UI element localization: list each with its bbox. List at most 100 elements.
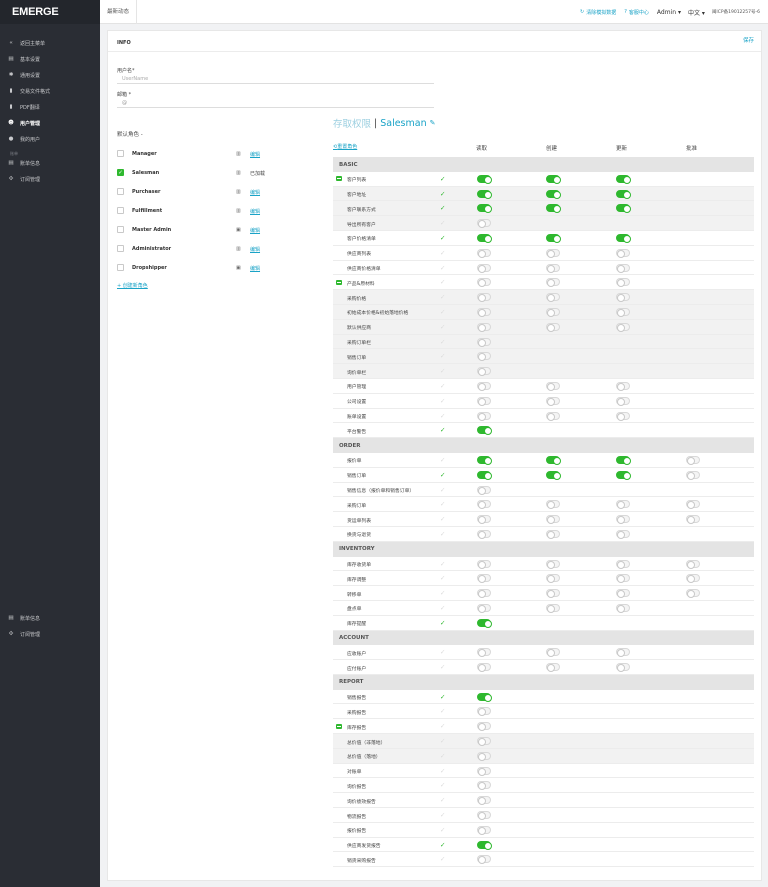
role-checkbox[interactable] <box>117 188 124 195</box>
save-button[interactable]: 保存 <box>742 38 754 44</box>
email-input[interactable]: @ <box>117 96 434 108</box>
sidebar-item[interactable]: ▮ PDF翻译 <box>0 99 100 115</box>
permission-toggle[interactable] <box>546 648 560 658</box>
permission-toggle[interactable] <box>546 589 560 599</box>
permission-toggle[interactable] <box>477 322 491 332</box>
language-dropdown[interactable]: 中文 ▾ <box>688 8 705 17</box>
permission-toggle[interactable] <box>616 396 630 406</box>
permission-toggle[interactable] <box>477 307 491 317</box>
sidebar-item[interactable]: ▤ 基本设置 <box>0 51 100 67</box>
permission-toggle[interactable] <box>616 603 630 613</box>
permission-toggle[interactable] <box>477 737 491 747</box>
permission-toggle[interactable] <box>477 396 491 406</box>
permission-toggle[interactable] <box>546 396 560 406</box>
permission-toggle[interactable] <box>477 559 491 569</box>
permission-toggle[interactable] <box>477 248 491 258</box>
reset-role-link[interactable]: ⟲重置角色 <box>333 143 357 150</box>
permission-toggle[interactable] <box>477 470 492 480</box>
permission-toggle[interactable] <box>686 589 700 599</box>
permission-toggle[interactable] <box>546 381 560 391</box>
permission-toggle[interactable] <box>477 381 491 391</box>
permission-toggle[interactable] <box>477 278 491 288</box>
permission-toggle[interactable] <box>686 455 700 465</box>
permission-toggle[interactable] <box>616 455 631 465</box>
permission-toggle[interactable] <box>477 204 492 214</box>
tab-latest-news[interactable]: 最新动态 <box>100 0 138 24</box>
permission-toggle[interactable] <box>477 189 492 199</box>
permission-toggle[interactable] <box>477 589 491 599</box>
permission-toggle[interactable] <box>616 515 630 525</box>
permission-toggle[interactable] <box>616 529 630 539</box>
permission-toggle[interactable] <box>477 766 491 776</box>
permission-toggle[interactable] <box>546 233 561 243</box>
role-checkbox[interactable] <box>117 245 124 252</box>
role-checkbox[interactable] <box>117 226 124 233</box>
sidebar-item[interactable]: ▤ 账单信息 <box>0 155 100 171</box>
permission-toggle[interactable] <box>616 307 630 317</box>
permission-toggle[interactable] <box>477 352 491 362</box>
permission-toggle[interactable] <box>616 500 630 510</box>
permission-toggle[interactable] <box>477 219 491 229</box>
sidebar-item[interactable]: ☻ 用户管理 <box>0 115 100 131</box>
sidebar-item[interactable]: « 返回主菜单 <box>0 35 100 51</box>
permission-toggle[interactable] <box>477 293 491 303</box>
permission-toggle[interactable] <box>477 500 491 510</box>
permission-toggle[interactable] <box>477 233 492 243</box>
permission-toggle[interactable] <box>546 663 560 673</box>
permission-toggle[interactable] <box>616 322 630 332</box>
permission-toggle[interactable] <box>477 648 491 658</box>
permission-toggle[interactable] <box>477 515 491 525</box>
permission-toggle[interactable] <box>546 559 560 569</box>
permission-toggle[interactable] <box>546 603 560 613</box>
permission-toggle[interactable] <box>477 574 491 584</box>
permission-toggle[interactable] <box>477 618 492 628</box>
permission-toggle[interactable] <box>477 337 491 347</box>
username-input[interactable]: UserName <box>117 72 434 84</box>
permission-toggle[interactable] <box>616 189 631 199</box>
trash-icon[interactable]: ▥ <box>236 170 241 176</box>
permission-toggle[interactable] <box>616 411 630 421</box>
permission-toggle[interactable] <box>477 707 491 717</box>
permission-toggle[interactable] <box>477 367 491 377</box>
permission-toggle[interactable] <box>616 381 630 391</box>
permission-toggle[interactable] <box>616 248 630 258</box>
permission-toggle[interactable] <box>546 529 560 539</box>
create-role-link[interactable]: + 创建新角色 <box>117 283 148 289</box>
edit-pencil-icon[interactable]: ✎ <box>429 119 436 127</box>
permission-toggle[interactable] <box>686 515 700 525</box>
permission-toggle[interactable] <box>546 278 560 288</box>
permission-toggle[interactable] <box>546 470 561 480</box>
role-checkbox[interactable]: ✓ <box>117 169 124 176</box>
role-edit-link[interactable]: 编辑 <box>250 190 261 196</box>
permission-toggle[interactable] <box>546 174 561 184</box>
permission-toggle[interactable] <box>546 455 561 465</box>
permission-toggle[interactable] <box>546 263 560 273</box>
permission-toggle[interactable] <box>477 796 491 806</box>
permission-toggle[interactable] <box>616 648 630 658</box>
permission-toggle[interactable] <box>616 278 630 288</box>
permission-toggle[interactable] <box>686 574 700 584</box>
permission-toggle[interactable] <box>616 293 630 303</box>
permission-toggle[interactable] <box>616 574 630 584</box>
permission-toggle[interactable] <box>477 781 491 791</box>
permission-toggle[interactable] <box>546 248 560 258</box>
trash-icon[interactable]: ▥ <box>236 189 241 195</box>
permission-toggle[interactable] <box>616 559 630 569</box>
permission-toggle[interactable] <box>686 500 700 510</box>
sidebar-item[interactable]: ✣ 订阅管理 <box>0 626 100 642</box>
role-checkbox[interactable] <box>117 264 124 271</box>
permission-toggle[interactable] <box>477 411 491 421</box>
trash-icon[interactable]: ▥ <box>236 208 241 214</box>
permission-toggle[interactable] <box>686 559 700 569</box>
permission-toggle[interactable] <box>546 189 561 199</box>
permission-toggle[interactable] <box>616 663 630 673</box>
permission-toggle[interactable] <box>477 426 492 436</box>
permission-toggle[interactable] <box>477 603 491 613</box>
permission-toggle[interactable] <box>477 825 491 835</box>
role-checkbox[interactable] <box>117 207 124 214</box>
clear-demo-link[interactable]: ↻ 清除模拟数据 <box>580 9 616 16</box>
role-edit-link[interactable]: 编辑 <box>250 266 261 272</box>
permission-toggle[interactable] <box>686 470 700 480</box>
trash-icon[interactable]: ▥ <box>236 151 241 157</box>
permission-toggle[interactable] <box>477 455 492 465</box>
